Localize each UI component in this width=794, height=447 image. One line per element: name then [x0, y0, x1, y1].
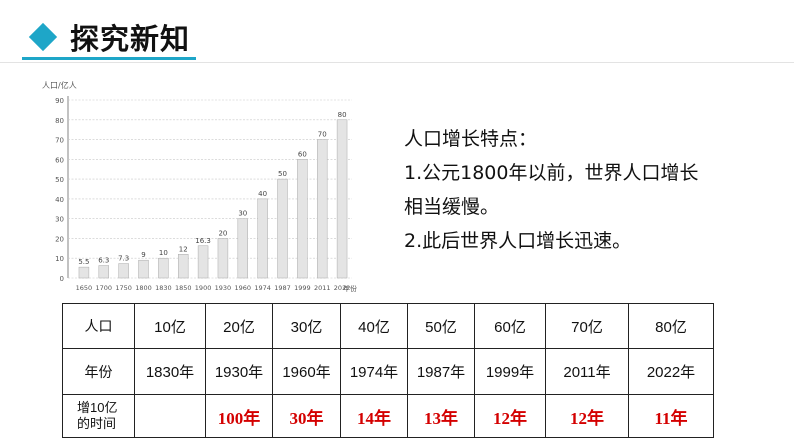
growth-notes: 人口增长特点： 1.公元1800年以前，世界人口增长 相当缓慢。 2.此后世界人… — [404, 122, 784, 258]
bar-value-label: 10 — [159, 249, 168, 257]
population-cell: 20亿 — [205, 303, 273, 349]
year-cell: 1974年 — [340, 348, 408, 395]
notes-line-1: 1.公元1800年以前，世界人口增长 — [404, 162, 699, 184]
population-cell: 70亿 — [545, 303, 629, 349]
bar-value-label: 9 — [141, 251, 145, 259]
bar-value-label: 16.3 — [195, 237, 211, 245]
notes-heading: 人口增长特点： — [404, 128, 538, 150]
bar — [336, 119, 348, 279]
time-cell: 12年 — [545, 394, 629, 438]
y-tick-label: 90 — [55, 97, 64, 105]
table-row: 人口 10亿 20亿 30亿 40亿 50亿 60亿 70亿 80亿 — [62, 303, 714, 349]
bar-value-label: 60 — [298, 150, 307, 158]
diamond-icon — [28, 22, 58, 52]
bar — [317, 139, 328, 279]
time-cell: 100年 — [205, 394, 273, 438]
population-bar-chart: 人口/亿人 0 10 20 30 40 50 60 70 80 90 5.5 1650 6.3 1700 7… — [42, 80, 357, 293]
year-cell: 1830年 — [134, 348, 206, 395]
bar — [197, 245, 209, 279]
notes-line-3: 2.此后世界人口增长迅速。 — [404, 230, 632, 252]
row-label-time-b: 的时间 — [77, 416, 117, 431]
y-tick-label: 60 — [55, 156, 64, 164]
x-tick-label: 1930 — [215, 284, 232, 292]
bar — [237, 218, 248, 279]
population-cell: 30亿 — [272, 303, 341, 349]
title-underline — [22, 57, 196, 60]
bar — [78, 266, 90, 279]
bar-value-label: 7.3 — [118, 255, 129, 263]
row-label-population: 人口 — [62, 303, 135, 349]
bar — [118, 263, 129, 279]
year-cell: 1930年 — [205, 348, 273, 395]
page-title: 探究新知 — [70, 22, 191, 56]
bar-value-label: 80 — [338, 111, 347, 119]
row-label-time-a: 增10亿 — [77, 400, 118, 415]
row-label-time: 增10亿 的时间 — [62, 394, 135, 438]
x-tick-label: 1650 — [76, 284, 93, 292]
time-cell: 13年 — [407, 394, 475, 438]
x-tick-label: 1800 — [135, 284, 152, 292]
table-row: 增10亿 的时间 100年 30年 14年 13年 12年 12年 11年 — [62, 394, 714, 438]
x-tick-label: 1999 — [294, 284, 311, 292]
time-cell — [134, 394, 206, 438]
population-table: 人口 10亿 20亿 30亿 40亿 50亿 60亿 70亿 80亿 年份 18… — [62, 303, 714, 438]
bar — [138, 259, 149, 279]
x-tick-label: 1960 — [235, 284, 252, 292]
bar — [277, 178, 288, 279]
population-cell: 50亿 — [407, 303, 475, 349]
x-tick-label: 1900 — [195, 284, 212, 292]
y-tick-label: 30 — [55, 216, 64, 224]
x-tick-label: 1987 — [274, 284, 291, 292]
y-tick-label: 50 — [55, 176, 64, 184]
header-divider — [0, 62, 794, 63]
year-cell: 2022年 — [628, 348, 714, 395]
notes-line-2: 相当缓慢。 — [404, 196, 500, 218]
y-tick-label: 80 — [55, 117, 64, 125]
bar — [158, 257, 169, 279]
x-tick-label: 2022 — [334, 284, 351, 292]
time-cell: 11年 — [628, 394, 714, 438]
bar — [257, 198, 268, 279]
bar-value-label: 12 — [179, 245, 188, 253]
y-tick-label: 40 — [55, 196, 64, 204]
year-cell: 1960年 — [272, 348, 341, 395]
bar-value-label: 70 — [318, 131, 327, 139]
y-tick-label: 10 — [55, 255, 64, 263]
year-cell: 2011年 — [545, 348, 629, 395]
population-cell: 80亿 — [628, 303, 714, 349]
population-cell: 60亿 — [474, 303, 546, 349]
bar-value-label: 6.3 — [98, 257, 109, 265]
x-tick-label: 1700 — [96, 284, 113, 292]
bar-value-label: 20 — [218, 229, 227, 237]
y-axis-label: 人口/亿人 — [42, 80, 77, 90]
x-tick-label: 1750 — [115, 284, 132, 292]
bar-value-label: 30 — [238, 210, 247, 218]
table-row: 年份 1830年 1930年 1960年 1974年 1987年 1999年 2… — [62, 348, 714, 395]
bar — [297, 159, 308, 279]
x-tick-label: 1974 — [254, 284, 271, 292]
bar-value-label: 50 — [278, 170, 287, 178]
y-tick-label: 20 — [55, 235, 64, 243]
population-cell: 40亿 — [340, 303, 408, 349]
year-cell: 1987年 — [407, 348, 475, 395]
time-cell: 30年 — [272, 394, 341, 438]
population-cell: 10亿 — [134, 303, 206, 349]
bar-value-label: 5.5 — [78, 258, 89, 266]
bar — [217, 238, 229, 279]
bar — [178, 254, 189, 279]
x-tick-label: 1850 — [175, 284, 192, 292]
bar-value-label: 40 — [258, 190, 267, 198]
x-tick-label: 2011 — [314, 284, 331, 292]
bar — [98, 265, 110, 279]
time-cell: 14年 — [340, 394, 408, 438]
x-tick-label: 1830 — [155, 284, 172, 292]
time-cell: 12年 — [474, 394, 546, 438]
y-tick-label: 70 — [55, 137, 64, 145]
x-axis-label: 年份 — [343, 284, 357, 293]
header: 探究新知 — [0, 0, 794, 66]
year-cell: 1999年 — [474, 348, 546, 395]
row-label-year: 年份 — [62, 348, 135, 395]
y-tick-label: 0 — [60, 275, 64, 283]
